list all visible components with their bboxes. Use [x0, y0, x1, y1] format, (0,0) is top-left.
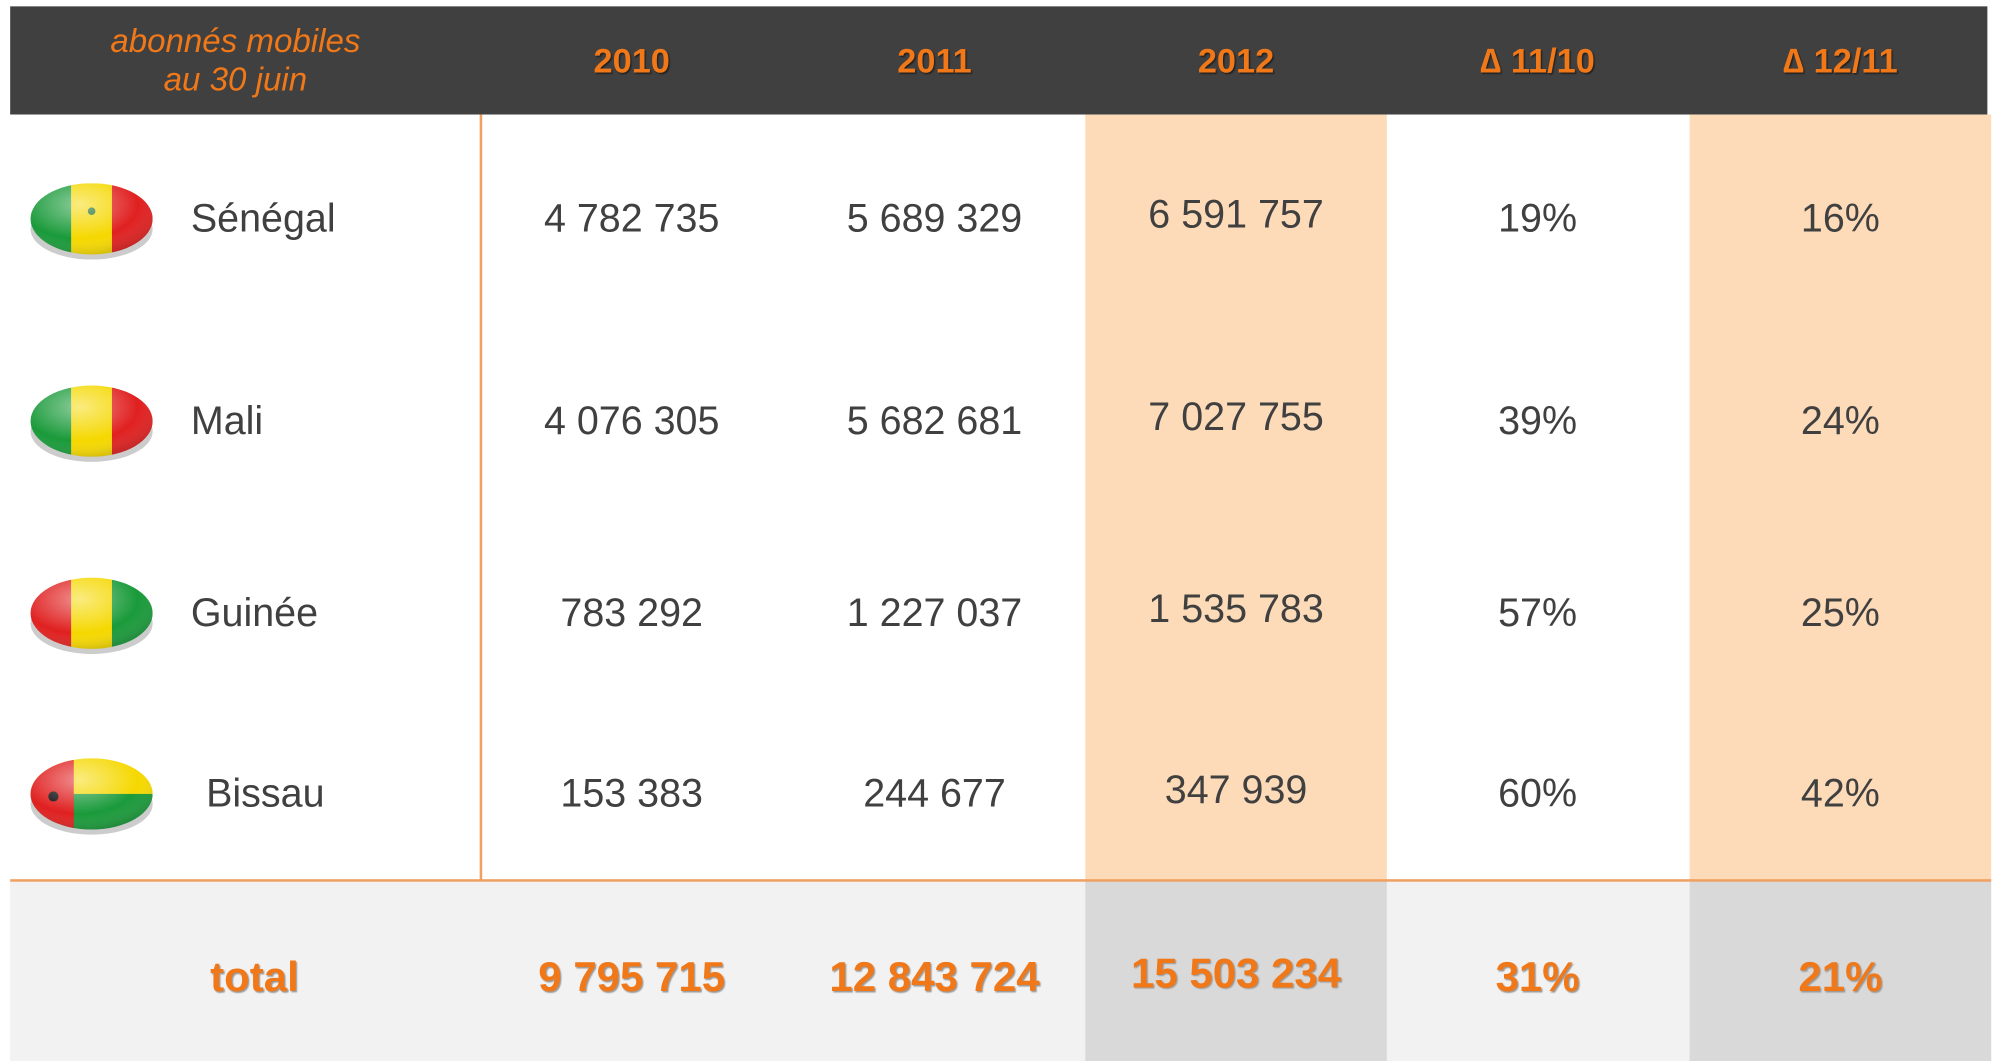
- value-cell: 1 227 037: [846, 590, 1023, 635]
- growth-cell: 42%: [1800, 771, 1880, 816]
- total-bg: [10, 880, 1992, 1061]
- total-highlight-2012: [1085, 880, 1387, 1061]
- total-cell: 21%: [1798, 952, 1883, 1001]
- value-cell: 5 689 329: [846, 195, 1023, 241]
- growth-cell: 25%: [1800, 590, 1880, 635]
- value-cell: 7 027 755: [1148, 394, 1324, 439]
- value-cell: 783 292: [560, 590, 703, 635]
- column-header: 2010: [593, 41, 670, 80]
- highlight-2012: [1085, 114, 1387, 881]
- flag-bissau: [30, 758, 153, 835]
- total-cell: 9 795 715: [538, 952, 726, 1001]
- column-header: 2011: [897, 41, 972, 80]
- total-cell: 31%: [1495, 952, 1580, 1001]
- value-cell: 5 682 681: [846, 398, 1023, 443]
- total-label: total: [210, 952, 299, 1001]
- total-highlight-delta: [1689, 880, 1992, 1061]
- value-cell: 1 535 783: [1148, 586, 1324, 632]
- value-cell: 153 383: [560, 771, 703, 816]
- country-name: Mali: [190, 398, 264, 443]
- highlight-delta: [1689, 114, 1992, 881]
- column-header: ∆ 12/11: [1783, 41, 1898, 80]
- growth-cell: 24%: [1800, 398, 1880, 443]
- country-name: Sénégal: [190, 195, 336, 241]
- flag-guinee: [30, 577, 153, 654]
- growth-cell: 57%: [1498, 590, 1578, 635]
- country-name: Bissau: [206, 771, 325, 816]
- value-cell: 4 076 305: [543, 398, 720, 443]
- value-cell: 244 677: [863, 771, 1006, 816]
- growth-cell: 16%: [1800, 195, 1880, 241]
- growth-cell: 60%: [1498, 771, 1578, 816]
- header-bar: [10, 6, 1988, 115]
- total-cell: 15 503 234: [1130, 949, 1342, 997]
- value-cell: 6 591 757: [1148, 192, 1324, 237]
- flag-senegal: [30, 183, 153, 260]
- column-header: ∆ 11/10: [1480, 41, 1595, 80]
- column-header: 2012: [1197, 41, 1275, 80]
- total-cell: 12 843 724: [829, 952, 1040, 1001]
- header-caption: abonnés mobiles au 30 juin: [51, 9, 420, 111]
- value-cell: 347 939: [1164, 767, 1308, 812]
- divider-vertical: [479, 114, 483, 881]
- caption-line: abonnés mobiles: [110, 21, 361, 60]
- growth-cell: 19%: [1498, 195, 1578, 241]
- flag-mali: [30, 385, 153, 462]
- divider-horizontal: [10, 879, 1992, 882]
- country-name: Guinée: [190, 590, 319, 635]
- value-cell: 4 782 735: [543, 195, 720, 241]
- caption-line: au 30 juin: [163, 59, 308, 98]
- growth-cell: 39%: [1498, 398, 1578, 443]
